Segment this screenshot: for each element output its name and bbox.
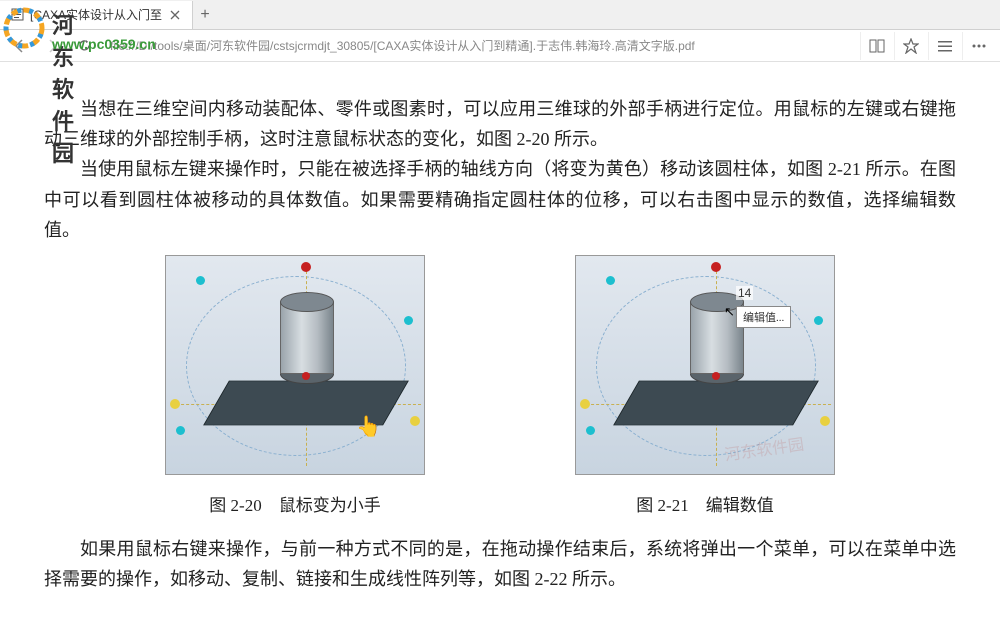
paragraph-1: 当想在三维空间内移动装配体、零件或图素时，可以应用三维球的外部手柄进行定位。用鼠… <box>44 94 956 154</box>
figure-2-20-caption: 图 2-20 鼠标变为小手 <box>209 491 380 516</box>
figure-2-21: 14 ↖ 编辑值... 河东软件园 图 2-21 编辑数值 <box>575 255 835 516</box>
toolbar-right <box>860 32 994 60</box>
paragraph-2: 当使用鼠标左键来操作时，只能在被选择手柄的轴线方向（将变为黄色）移动该圆柱体，如… <box>44 154 956 245</box>
favorite-icon[interactable] <box>894 32 926 60</box>
distance-value-label: 14 <box>736 286 753 300</box>
close-tab-icon[interactable] <box>168 8 182 22</box>
reading-view-icon[interactable] <box>860 32 892 60</box>
url-field[interactable]: file:///D:/tools/桌面/河东软件园/cstsjcrmdjt_30… <box>102 37 856 54</box>
arrow-cursor-icon: ↖ <box>724 304 735 320</box>
hand-cursor-icon: 👆 <box>356 414 381 439</box>
paragraph-3: 如果用鼠标右键来操作，与前一种方式不同的是，在拖动操作结束后，系统将弹出一个菜单… <box>44 534 956 594</box>
document-content: 当想在三维空间内移动装配体、零件或图素时，可以应用三维球的外部手柄进行定位。用鼠… <box>0 62 1000 595</box>
watermark-name: 河东软件园 <box>52 8 74 168</box>
new-tab-button[interactable]: + <box>193 3 217 27</box>
figure-2-21-image: 14 ↖ 编辑值... 河东软件园 <box>575 255 835 475</box>
menu-icon[interactable] <box>928 32 960 60</box>
more-icon[interactable] <box>962 32 994 60</box>
figure-2-21-caption: 图 2-21 编辑数值 <box>636 491 773 516</box>
tab-bar: [CAXA实体设计从入门至 + <box>0 0 1000 30</box>
figure-2-20-image: 👆 <box>165 255 425 475</box>
figure-2-20: 👆 图 2-20 鼠标变为小手 <box>165 255 425 516</box>
watermark-url: www.pc0359.cn <box>52 36 156 52</box>
edit-value-tooltip[interactable]: 编辑值... <box>736 306 791 328</box>
figure-row: 👆 图 2-20 鼠标变为小手 14 ↖ 编辑值... 河东软件园 图 2-21… <box>44 255 956 516</box>
